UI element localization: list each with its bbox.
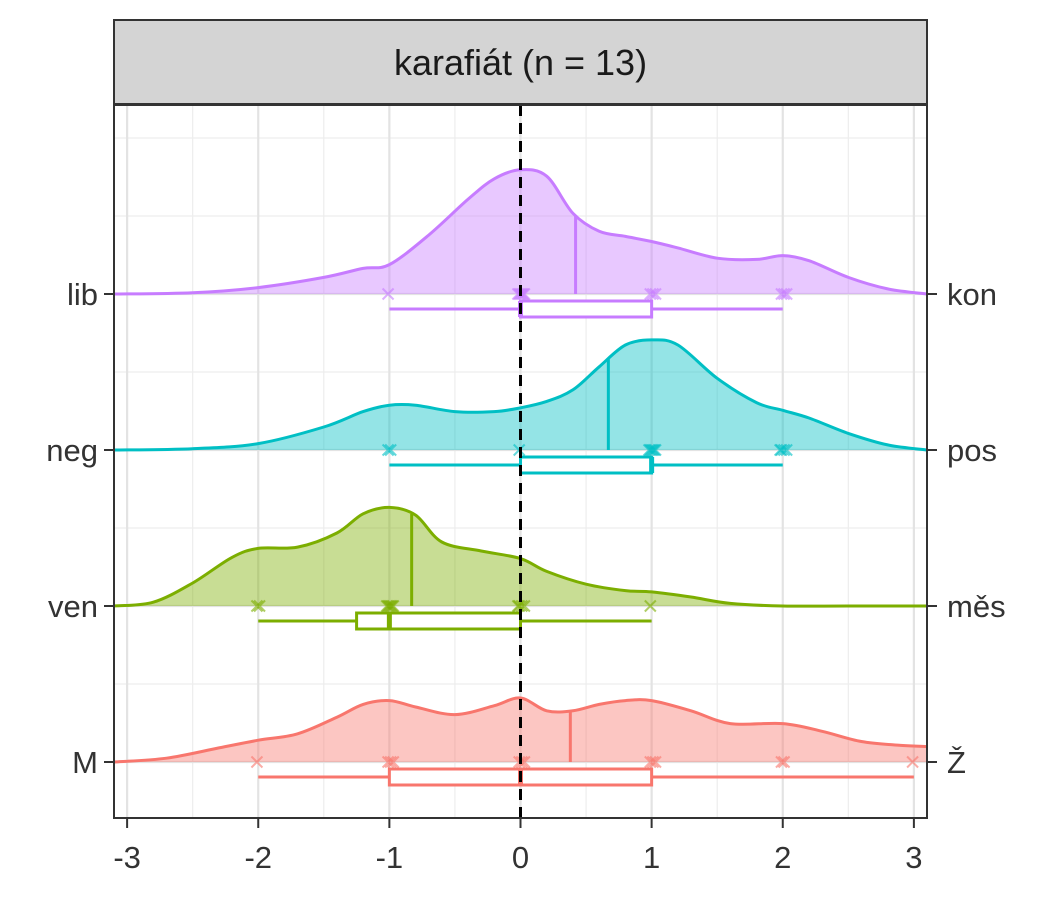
data-point	[642, 443, 656, 457]
density-curve	[113, 338, 928, 452]
data-point	[906, 755, 919, 769]
data-point	[648, 443, 661, 457]
x-axis: -3 -2 -1 0 1 2 3	[113, 818, 923, 875]
data-point	[253, 599, 266, 613]
data-point	[250, 755, 264, 769]
box-iqr	[519, 299, 654, 319]
data-point	[381, 443, 395, 457]
x-tick-label: 3	[905, 840, 922, 875]
x-tick-label: 1	[643, 840, 660, 875]
x-tick-label: -3	[113, 840, 141, 875]
data-point	[644, 599, 657, 613]
x-tick-label: 2	[774, 840, 791, 875]
data-point	[775, 287, 788, 301]
density-curve	[113, 505, 927, 608]
series-group-M	[113, 696, 928, 787]
strip-title: karafiát (n = 13)	[394, 42, 647, 83]
data-point	[381, 755, 395, 769]
y-tick-label-left: lib	[67, 277, 98, 312]
data-point	[381, 287, 395, 301]
data-point	[777, 443, 791, 457]
data-point	[777, 287, 791, 301]
data-point	[384, 443, 397, 457]
data-point	[777, 755, 791, 769]
y-tick-label-right: pos	[947, 433, 997, 468]
data-point	[645, 443, 658, 457]
data-point	[387, 755, 400, 769]
y-tick-label-left: ven	[48, 589, 98, 624]
x-tick-label: -2	[244, 840, 272, 875]
data-point	[383, 599, 396, 613]
data-point	[646, 287, 660, 301]
data-point	[649, 287, 662, 301]
y-tick-label-right: kon	[947, 277, 997, 312]
data-point	[515, 599, 529, 613]
data-point	[385, 599, 399, 613]
density-curve	[113, 168, 928, 296]
x-tick-label: -1	[376, 840, 404, 875]
data-point	[780, 287, 793, 301]
y-tick-label-left: neg	[46, 433, 98, 468]
density-curve	[113, 696, 928, 764]
data-point	[646, 755, 660, 769]
strip-background	[113, 19, 928, 105]
data-point	[775, 755, 788, 769]
x-tick-label: 0	[512, 840, 529, 875]
data-point	[649, 755, 662, 769]
box-iqr	[519, 455, 654, 475]
y-tick-label-left: M	[72, 745, 98, 780]
density-fill	[114, 339, 927, 450]
data-point	[384, 755, 397, 769]
data-point	[773, 443, 787, 457]
data-point	[250, 599, 264, 613]
y-axis-left: lib neg ven M	[46, 277, 114, 780]
density-fill	[114, 507, 927, 607]
y-axis-right: kon pos měs Ž	[927, 277, 1006, 780]
box-iqr	[355, 611, 522, 631]
density-fill	[114, 697, 927, 762]
y-tick-label-right: měs	[947, 589, 1006, 624]
data-point	[380, 599, 393, 613]
data-point	[644, 755, 657, 769]
y-tick-label-right: Ž	[947, 745, 966, 780]
data-point	[644, 287, 657, 301]
